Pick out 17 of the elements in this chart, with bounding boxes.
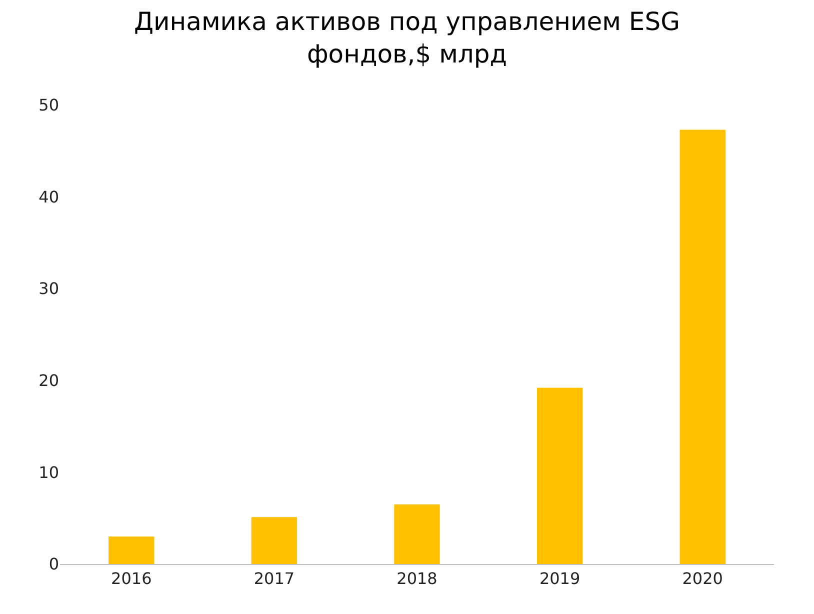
bar [108, 536, 154, 564]
bar [394, 504, 440, 564]
y-tick-label: 50 [38, 96, 59, 115]
x-tick-label: 2019 [539, 569, 580, 588]
x-tick-label: 2017 [254, 569, 295, 588]
y-tick-label: 30 [38, 279, 59, 298]
y-tick-label: 10 [38, 462, 59, 482]
y-tick-label: 0 [48, 554, 59, 574]
y-tick-label: 40 [38, 187, 59, 206]
x-tick-label: 2018 [396, 569, 438, 588]
y-tick-label: 20 [38, 371, 59, 390]
x-tick-label: 2016 [111, 569, 152, 588]
x-tick-label: 2020 [682, 569, 723, 588]
chart-title: Динамика активов под управлением ESG фондов,$ млрд [134, 7, 680, 68]
bar [680, 130, 726, 564]
bar [536, 388, 583, 564]
bar [251, 517, 298, 564]
